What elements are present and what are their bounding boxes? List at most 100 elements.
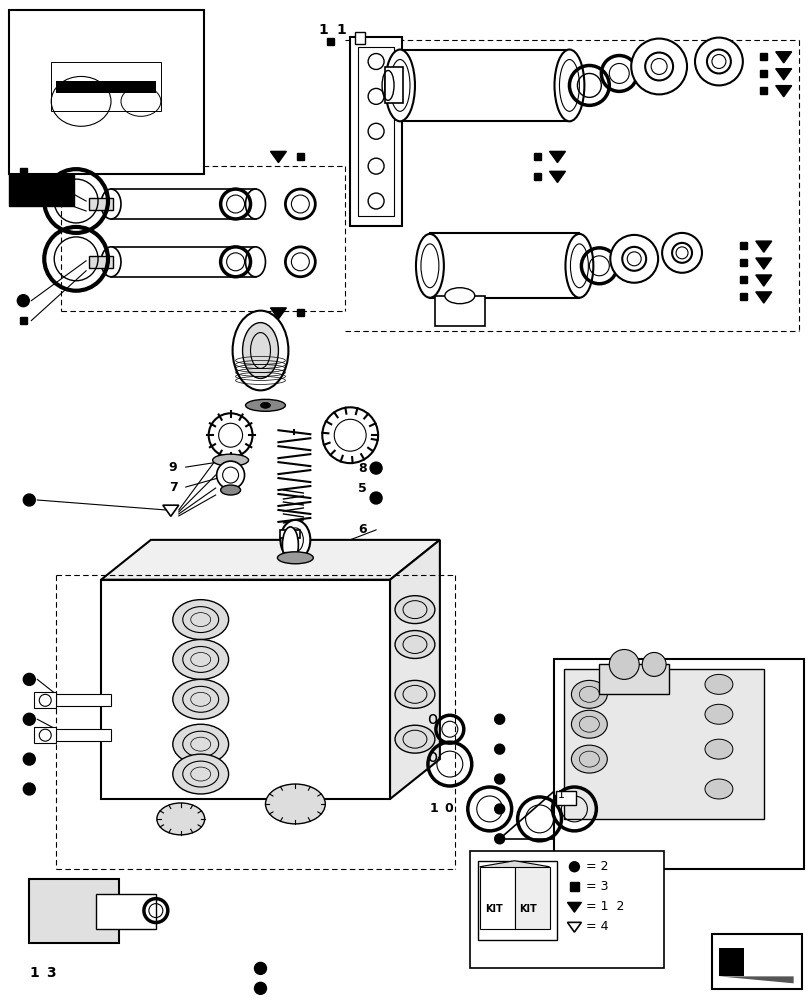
Bar: [111, 247, 255, 277]
Ellipse shape: [384, 50, 414, 121]
Ellipse shape: [265, 784, 325, 824]
Bar: [759, 53, 766, 60]
Circle shape: [24, 753, 35, 765]
Bar: [599, 664, 668, 694]
Polygon shape: [479, 861, 549, 873]
Text: o: o: [427, 710, 436, 728]
Polygon shape: [389, 540, 440, 799]
Ellipse shape: [242, 323, 278, 378]
Text: = 4: = 4: [586, 920, 608, 933]
Text: 1: 1: [557, 790, 564, 800]
Text: 1: 1: [29, 966, 39, 980]
Bar: [534, 173, 540, 180]
Text: 9: 9: [169, 461, 178, 474]
Polygon shape: [514, 867, 549, 929]
Ellipse shape: [322, 407, 378, 463]
Circle shape: [645, 53, 672, 80]
Ellipse shape: [173, 640, 229, 679]
Ellipse shape: [157, 803, 204, 835]
Text: KIT: KIT: [484, 904, 502, 914]
Bar: [759, 87, 766, 94]
Polygon shape: [101, 540, 440, 580]
Text: 8: 8: [358, 462, 367, 475]
Ellipse shape: [704, 704, 732, 724]
Polygon shape: [755, 275, 770, 286]
Ellipse shape: [554, 50, 584, 121]
Ellipse shape: [571, 745, 607, 773]
Circle shape: [569, 862, 579, 872]
Ellipse shape: [245, 247, 265, 277]
Bar: [400, 50, 569, 121]
Ellipse shape: [221, 485, 240, 495]
Bar: [534, 153, 540, 160]
Bar: [96, 894, 156, 929]
Circle shape: [672, 243, 691, 263]
Ellipse shape: [282, 527, 298, 563]
Polygon shape: [718, 948, 792, 976]
Bar: [569, 882, 578, 891]
Polygon shape: [479, 867, 514, 929]
Bar: [19, 168, 27, 175]
Ellipse shape: [694, 38, 742, 85]
Circle shape: [254, 982, 266, 994]
Bar: [740, 259, 746, 266]
Bar: [280, 530, 300, 538]
Bar: [10, 174, 74, 206]
Polygon shape: [17, 178, 33, 199]
Polygon shape: [775, 52, 791, 63]
Text: 1: 1: [429, 802, 438, 815]
Circle shape: [494, 744, 504, 754]
Text: 1: 1: [336, 23, 345, 37]
Polygon shape: [775, 69, 791, 80]
Polygon shape: [567, 902, 581, 912]
Ellipse shape: [564, 234, 593, 298]
Text: 7: 7: [169, 481, 178, 494]
Bar: [51, 62, 161, 111]
Ellipse shape: [232, 311, 288, 390]
Bar: [26, 22, 186, 141]
Bar: [564, 669, 763, 819]
Ellipse shape: [630, 39, 686, 94]
Ellipse shape: [173, 724, 229, 764]
Bar: [297, 309, 303, 316]
Bar: [470, 851, 663, 968]
Bar: [34, 727, 56, 743]
Ellipse shape: [642, 652, 665, 676]
Text: o: o: [427, 748, 436, 766]
Ellipse shape: [394, 725, 435, 753]
Ellipse shape: [394, 631, 435, 658]
Polygon shape: [775, 86, 791, 97]
Ellipse shape: [704, 739, 732, 759]
Ellipse shape: [571, 710, 607, 738]
Ellipse shape: [280, 520, 310, 560]
Polygon shape: [270, 308, 286, 319]
Bar: [554, 659, 803, 869]
Polygon shape: [755, 241, 770, 252]
Bar: [740, 293, 746, 300]
Bar: [34, 692, 56, 708]
Bar: [740, 242, 746, 249]
Ellipse shape: [173, 679, 229, 719]
Circle shape: [24, 673, 35, 685]
Ellipse shape: [415, 234, 444, 298]
Bar: [354, 32, 365, 44]
Bar: [759, 70, 766, 77]
Ellipse shape: [245, 189, 265, 219]
Bar: [740, 276, 746, 283]
Ellipse shape: [661, 233, 702, 273]
Polygon shape: [755, 258, 770, 269]
Bar: [89, 198, 113, 210]
Bar: [19, 317, 27, 324]
Bar: [56, 81, 156, 93]
Bar: [56, 729, 111, 741]
Circle shape: [494, 834, 504, 844]
Ellipse shape: [260, 402, 270, 408]
Ellipse shape: [394, 596, 435, 624]
Polygon shape: [549, 151, 564, 163]
Text: 5: 5: [358, 482, 367, 495]
Circle shape: [254, 962, 266, 974]
Bar: [435, 296, 484, 326]
Polygon shape: [270, 151, 286, 163]
Ellipse shape: [101, 247, 121, 277]
Circle shape: [370, 492, 382, 504]
